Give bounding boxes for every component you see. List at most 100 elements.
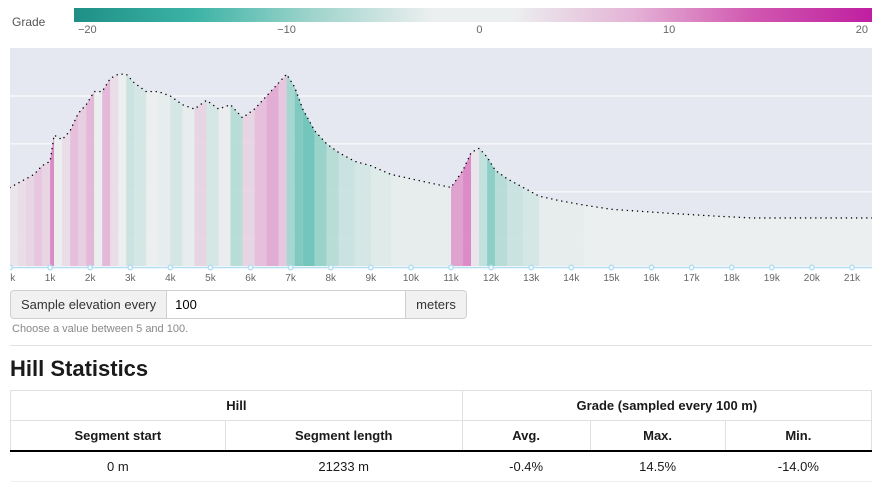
x-tick-dot: [770, 265, 774, 269]
x-tick-label: 16k: [643, 273, 660, 284]
grade-segment: [315, 131, 327, 266]
grade-segment: [327, 144, 339, 266]
grade-segment: [643, 212, 675, 267]
grade-segment: [118, 74, 126, 266]
x-tick-label: 10k: [403, 273, 420, 284]
x-tick-label: 0k: [10, 273, 16, 284]
grade-segment: [134, 83, 146, 266]
grade-segment: [391, 174, 411, 266]
stats-column-header: Segment length: [225, 421, 462, 452]
grade-segment: [231, 105, 243, 266]
x-tick-label: 9k: [366, 273, 378, 284]
x-tick-dot: [689, 265, 693, 269]
x-tick-label: 21k: [844, 273, 861, 284]
legend-bar-wrap: −20−1001020: [74, 8, 872, 36]
legend-color-bar: [74, 8, 872, 22]
sample-input[interactable]: [166, 290, 406, 319]
legend-title: Grade: [12, 15, 60, 29]
x-tick-label: 18k: [724, 273, 741, 284]
x-tick-dot: [409, 265, 413, 269]
grade-segment: [479, 148, 487, 266]
table-cell: -14.0%: [725, 451, 871, 482]
grade-segment: [206, 100, 218, 266]
stats-column-header: Segment start: [11, 421, 226, 452]
x-tick-dot: [88, 265, 92, 269]
x-tick-label: 2k: [85, 273, 97, 284]
x-tick-dot: [810, 265, 814, 269]
x-tick-label: 1k: [45, 273, 57, 284]
x-tick-label: 12k: [483, 273, 500, 284]
grade-segment: [832, 218, 872, 266]
grade-segment: [102, 79, 110, 266]
stats-column-header: Min.: [725, 421, 871, 452]
grade-segment: [146, 92, 158, 266]
x-tick-dot: [609, 265, 613, 269]
x-tick-dot: [288, 265, 292, 269]
grade-segment: [218, 105, 230, 266]
legend-ticks: −20−1001020: [74, 24, 872, 36]
stats-column-header: Avg.: [462, 421, 590, 452]
grade-segment: [267, 83, 279, 266]
sample-control: Sample elevation every meters: [10, 290, 872, 319]
grade-segment: [255, 96, 267, 266]
grade-segment: [559, 201, 583, 266]
grade-segment: [539, 196, 559, 266]
grade-segment: [34, 166, 42, 266]
x-tick-label: 11k: [443, 273, 459, 284]
grade-segment: [471, 148, 479, 266]
x-tick-dot: [649, 265, 653, 269]
grade-segment: [194, 100, 206, 266]
x-tick-label: 7k: [285, 273, 297, 284]
grade-segment: [70, 113, 78, 266]
grade-segment: [431, 183, 451, 266]
x-tick-label: 5k: [205, 273, 217, 284]
grade-segment: [371, 166, 391, 266]
legend-tick: 20: [856, 24, 868, 36]
x-tick-label: 13k: [523, 273, 540, 284]
grade-segment: [583, 205, 611, 266]
grade-segment: [676, 214, 712, 266]
x-tick-dot: [168, 265, 172, 269]
x-tick-dot: [850, 265, 854, 269]
table-cell: 21233 m: [225, 451, 462, 482]
grade-segment: [523, 188, 539, 266]
x-tick-dot: [329, 265, 333, 269]
table-row: 0 m21233 m-0.4%14.5%-14.0%: [11, 451, 872, 482]
x-tick-label: 17k: [684, 273, 701, 284]
grade-segment: [78, 105, 86, 266]
grade-legend: Grade −20−1001020: [12, 8, 872, 36]
grade-segment: [752, 218, 792, 266]
legend-tick: −10: [277, 24, 296, 36]
x-tick-label: 14k: [563, 273, 580, 284]
stats-group-header: Hill: [11, 391, 463, 421]
x-tick-label: 20k: [804, 273, 821, 284]
grade-segment: [86, 92, 94, 266]
table-cell: -0.4%: [462, 451, 590, 482]
sample-hint: Choose a value between 5 and 100.: [12, 323, 872, 335]
stats-group-header-row: HillGrade (sampled every 100 m): [11, 391, 872, 421]
grade-segment: [110, 74, 118, 266]
x-tick-dot: [569, 265, 573, 269]
stats-table: HillGrade (sampled every 100 m) Segment …: [10, 390, 872, 482]
stats-column-header: Max.: [590, 421, 725, 452]
stats-group-header: Grade (sampled every 100 m): [462, 391, 871, 421]
x-tick-dot: [729, 265, 733, 269]
grade-segment: [158, 92, 170, 266]
grade-segment: [712, 216, 752, 266]
grade-segment: [495, 170, 507, 266]
grade-segment: [411, 179, 431, 266]
grade-segment: [18, 179, 26, 266]
x-tick-dot: [128, 265, 132, 269]
grade-segment: [62, 131, 70, 266]
separator: [10, 345, 872, 346]
stats-column-header-row: Segment startSegment lengthAvg.Max.Min.: [11, 421, 872, 452]
legend-tick: 10: [663, 24, 675, 36]
grade-segment: [10, 183, 18, 266]
sample-label-right: meters: [406, 290, 467, 319]
grade-segment: [463, 153, 471, 266]
grade-segment: [94, 92, 102, 266]
grade-segment: [42, 161, 50, 266]
table-cell: 14.5%: [590, 451, 725, 482]
x-tick-dot: [369, 265, 373, 269]
grade-segment: [54, 135, 62, 266]
